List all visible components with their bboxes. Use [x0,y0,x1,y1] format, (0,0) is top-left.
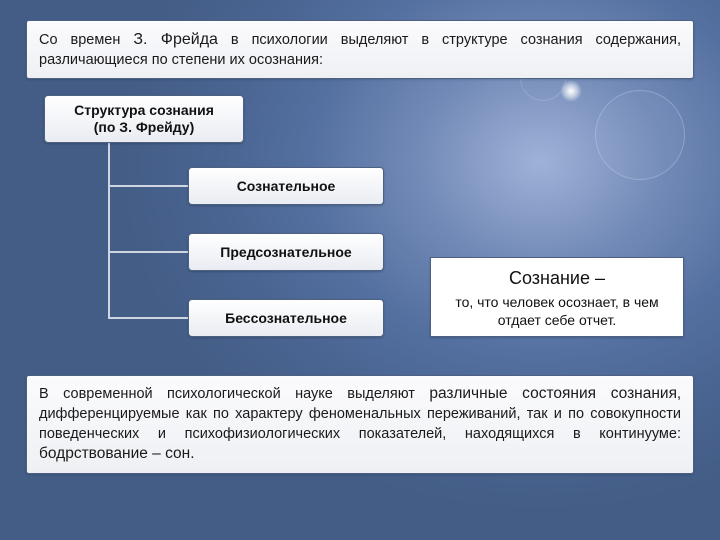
conclusion-panel: В современной психологической науке выде… [26,375,694,474]
connector-branch-1 [108,251,188,253]
diagram-child-node: Предсознательное [188,233,384,271]
conclusion-p1: В современной психологической науке выде… [39,386,429,402]
intro-prefix: Со времен [39,32,133,48]
root-line2: (по З. Фрейду) [74,119,214,137]
freud-structure-diagram: Структура сознания (по З. Фрейду) Сознат… [26,95,694,375]
diagram-root-node: Структура сознания (по З. Фрейду) [44,95,244,143]
intro-emphasis: З. Фрейда [133,31,218,48]
definition-box: Сознание – то, что человек осознает, в ч… [430,257,684,337]
conclusion-e2: бодрствование – сон. [39,445,195,462]
definition-title: Сознание – [445,268,669,289]
intro-panel: Со времен З. Фрейда в психологии выделяю… [26,20,694,79]
child-label: Сознательное [237,178,336,194]
root-line1: Структура сознания [74,102,214,120]
conclusion-e1: различные состояния сознания [429,385,677,402]
child-label: Бессознательное [225,310,347,326]
diagram-child-node: Бессознательное [188,299,384,337]
definition-desc: то, что человек осознает, в чем отдает с… [445,293,669,329]
connector-trunk [108,143,110,318]
diagram-child-node: Сознательное [188,167,384,205]
connector-branch-0 [108,185,188,187]
connector-branch-2 [108,317,188,319]
slide-content: Со времен З. Фрейда в психологии выделяю… [0,0,720,540]
child-label: Предсознательное [220,244,351,260]
